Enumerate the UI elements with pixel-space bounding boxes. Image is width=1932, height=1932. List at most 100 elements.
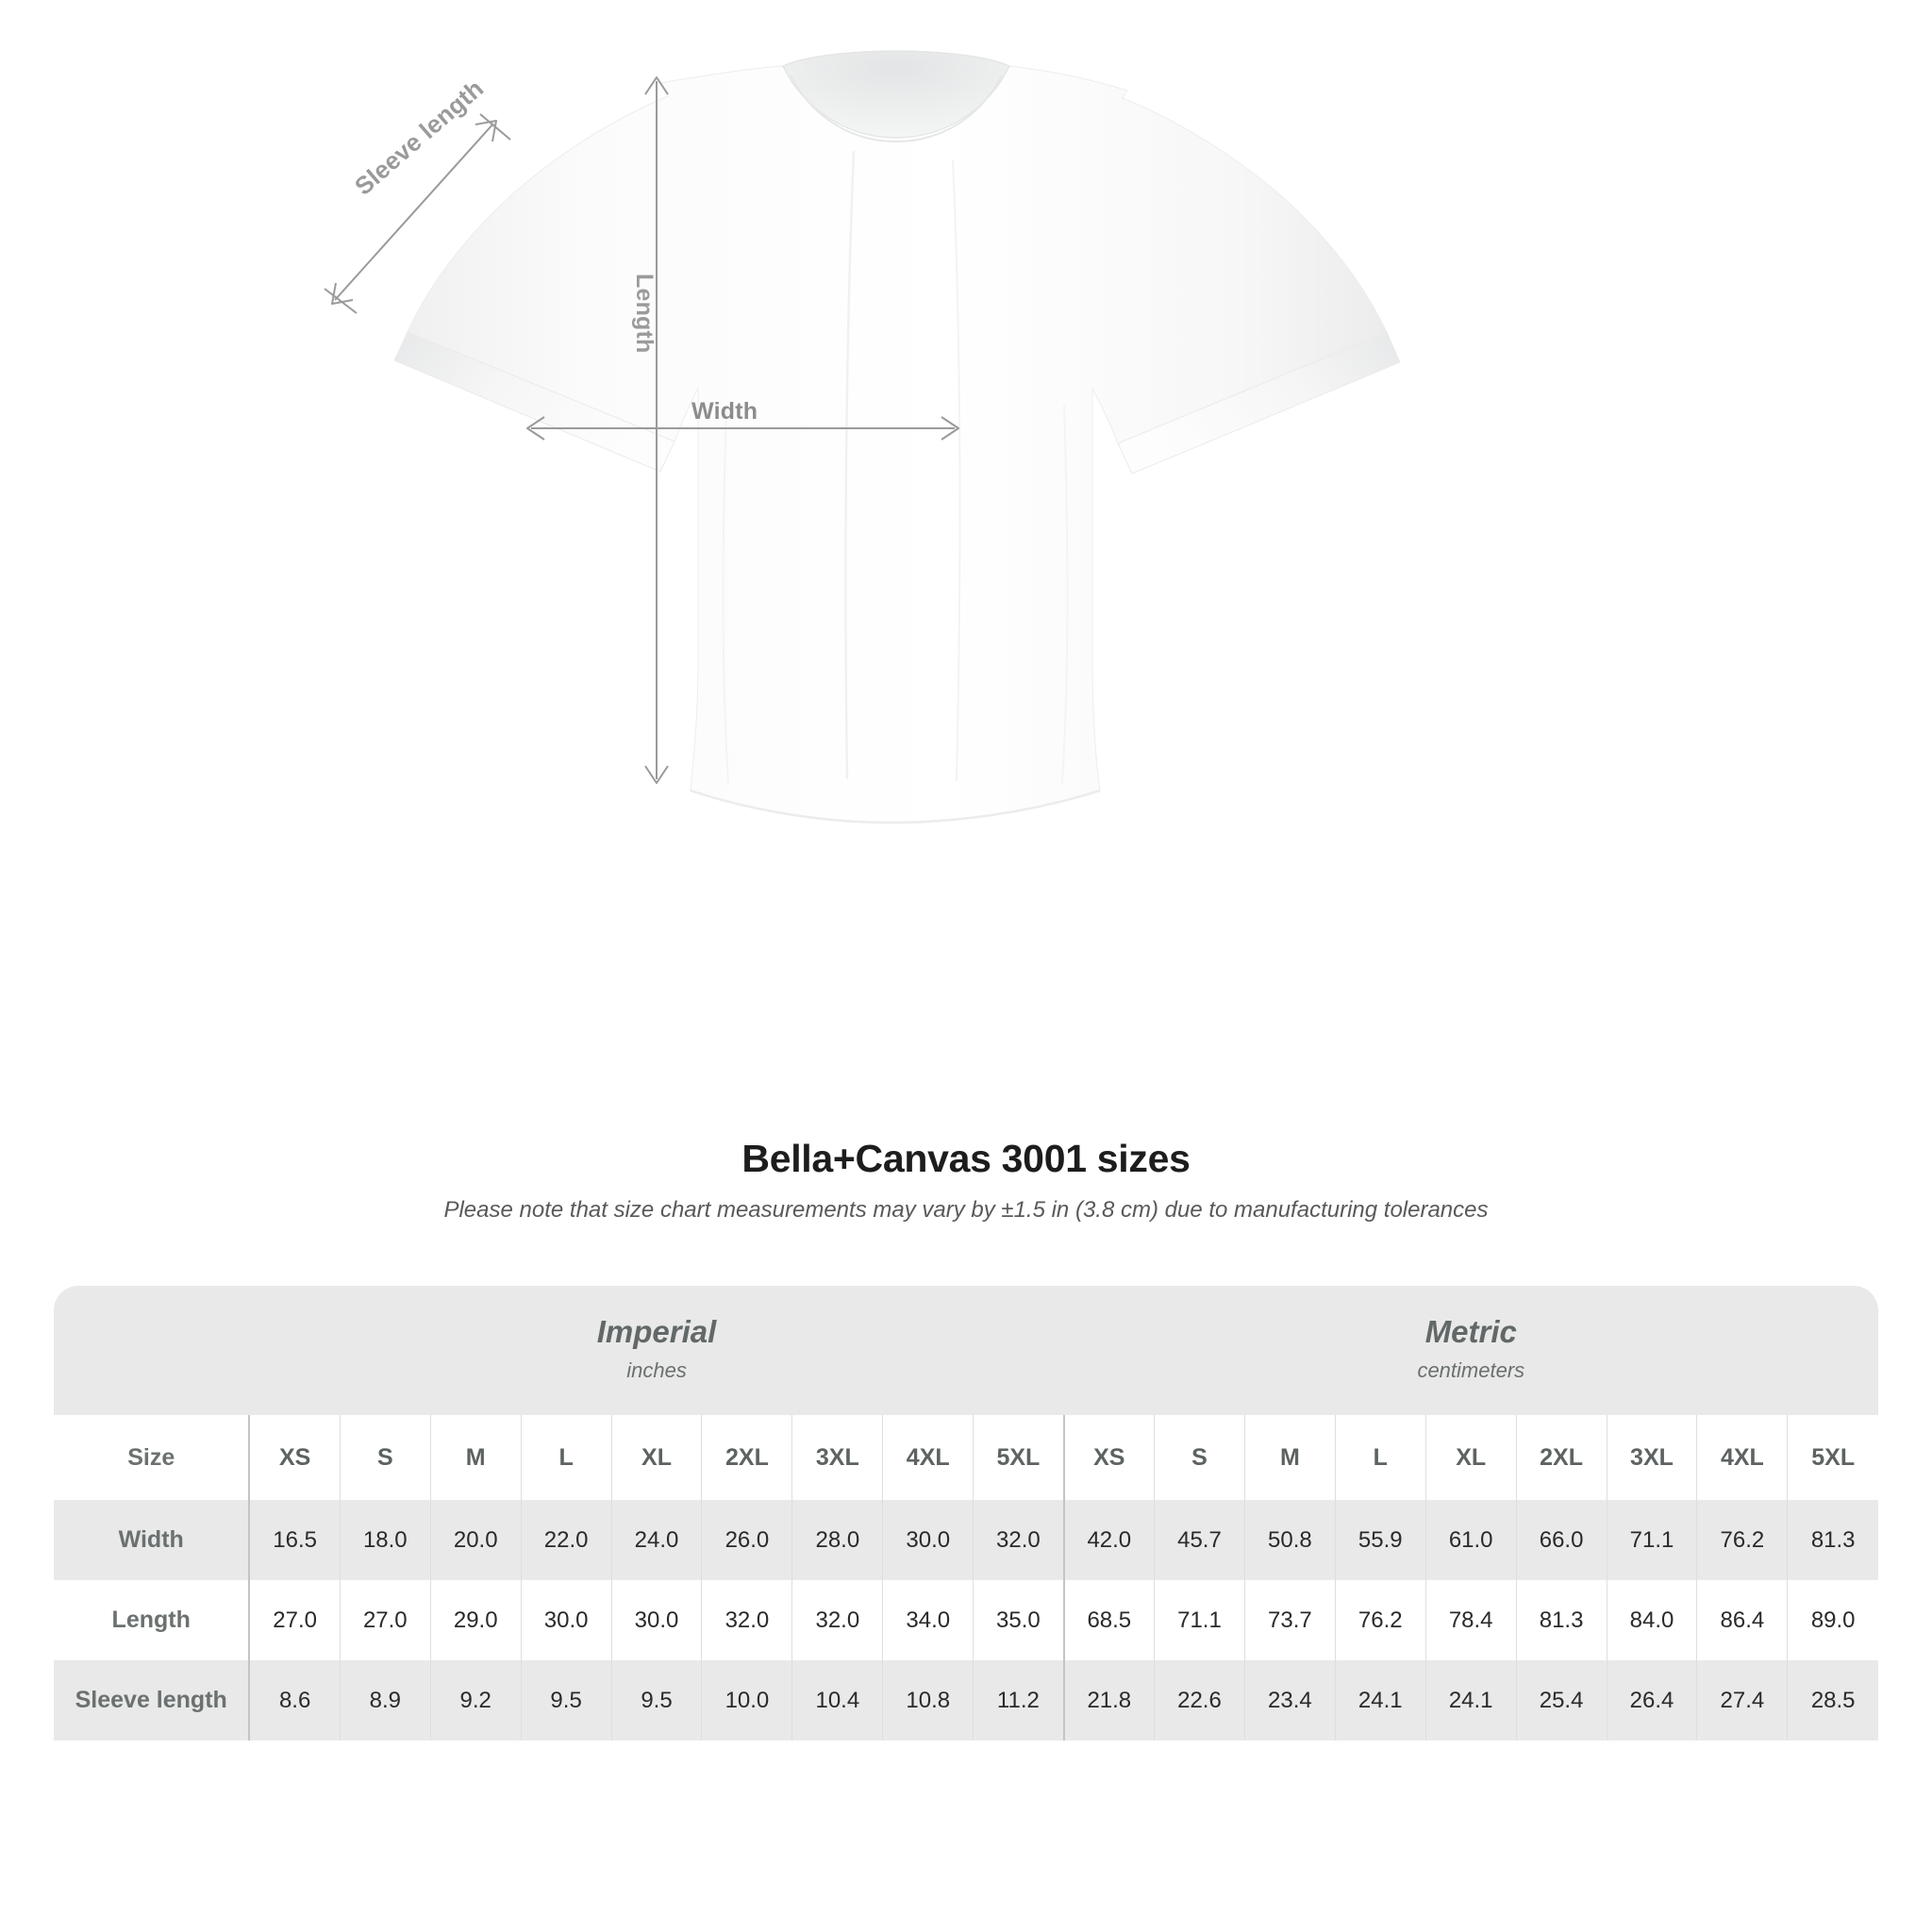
table-row: Width 16.5 18.0 20.0 22.0 24.0 26.0 28.0 30.0 32.… (54, 1500, 1878, 1580)
cell-sleeve-length-imperial-xl: 9.5 (610, 1660, 702, 1740)
cell-length-imperial-xl: 30.0 (610, 1580, 702, 1660)
cell-sleeve-length-imperial-4xl: 10.8 (882, 1660, 974, 1740)
cell-width-metric-s: 45.7 (1154, 1500, 1245, 1580)
cell-length-metric-m: 73.7 (1243, 1580, 1336, 1660)
cell-sleeve-length-imperial-l: 9.5 (520, 1660, 612, 1740)
page-title: Bella+Canvas 3001 sizes (741, 1137, 1191, 1180)
shirt-silhouette (393, 50, 1401, 824)
cell-width-metric-4xl: 76.2 (1696, 1500, 1788, 1580)
cell-width-imperial-2xl: 26.0 (701, 1500, 792, 1580)
cell-length-metric-3xl: 84.0 (1606, 1580, 1697, 1660)
cell-sleeve-length-metric-s: 22.6 (1154, 1660, 1245, 1740)
cell-sleeve-length-metric-5xl: 28.5 (1787, 1660, 1878, 1740)
cell-length-imperial-2xl: 32.0 (701, 1580, 792, 1660)
cell-sleeve-length-metric-2xl: 25.4 (1515, 1660, 1607, 1740)
tshirt-illustration (324, 50, 1401, 824)
tolerance-note: Please note that size chart measurements… (443, 1197, 1489, 1223)
cell-length-imperial-5xl: 35.0 (973, 1580, 1064, 1660)
unit-group-imperial: Imperial inches (249, 1286, 1064, 1415)
unit-group-subtitle: centimeters (1417, 1357, 1525, 1382)
table-row: Length 27.0 27.0 29.0 30.0 30.0 32.0 32.0 34.0 35… (54, 1580, 1878, 1660)
header-size-l-imperial: L (520, 1415, 612, 1500)
header-size-l-metric: L (1334, 1415, 1426, 1500)
tshirt-diagram: Sleeve length Length Width (324, 50, 1401, 824)
cell-sleeve-length-metric-xs: 21.8 (1062, 1660, 1155, 1740)
cell-sleeve-length-metric-m: 23.4 (1243, 1660, 1336, 1740)
sleeve-length-arrow (324, 113, 511, 314)
cell-length-metric-5xl: 89.0 (1787, 1580, 1878, 1660)
row-label-width: Width (54, 1500, 250, 1580)
header-size-xl-metric: XL (1424, 1415, 1517, 1500)
cell-length-imperial-3xl: 32.0 (791, 1580, 883, 1660)
header-size-s-imperial: S (339, 1415, 431, 1500)
unit-banner-spacer (54, 1286, 250, 1415)
cell-length-imperial-l: 30.0 (520, 1580, 612, 1660)
cell-sleeve-length-imperial-3xl: 10.4 (791, 1660, 883, 1740)
width-arrow (526, 416, 959, 441)
header-size-5xl-metric: 5XL (1787, 1415, 1878, 1500)
length-arrow (644, 76, 669, 784)
cell-sleeve-length-imperial-2xl: 10.0 (701, 1660, 792, 1740)
cell-sleeve-length-imperial-m: 9.2 (429, 1660, 522, 1740)
cell-length-metric-2xl: 81.3 (1515, 1580, 1607, 1660)
cell-length-metric-4xl: 86.4 (1696, 1580, 1788, 1660)
cell-width-metric-l: 55.9 (1334, 1500, 1426, 1580)
header-size-xs-metric: XS (1062, 1415, 1155, 1500)
row-label-length: Length (54, 1580, 250, 1660)
header-size-m-imperial: M (429, 1415, 522, 1500)
table-header-row: Size XS S M L XL 2XL 3XL 4XL 5XL XS S M L XL 2XL 3XL 4XL 5… (54, 1415, 1878, 1500)
cell-sleeve-length-imperial-s: 8.9 (339, 1660, 431, 1740)
header-size-2xl-imperial: 2XL (701, 1415, 792, 1500)
header-size-m-metric: M (1243, 1415, 1336, 1500)
header-size-xl-imperial: XL (610, 1415, 702, 1500)
cell-width-metric-3xl: 71.1 (1606, 1500, 1697, 1580)
size-table-wrapper: Imperial inches Metric centimeters Size XS S M L… (54, 1286, 1878, 1740)
cell-length-imperial-s: 27.0 (339, 1580, 431, 1660)
unit-group-name: Metric (1424, 1314, 1517, 1350)
cell-width-metric-m: 50.8 (1243, 1500, 1336, 1580)
cell-sleeve-length-metric-3xl: 26.4 (1606, 1660, 1697, 1740)
cell-sleeve-length-imperial-5xl: 11.2 (973, 1660, 1064, 1740)
header-size-3xl-metric: 3XL (1606, 1415, 1697, 1500)
cell-sleeve-length-metric-xl: 24.1 (1424, 1660, 1517, 1740)
cell-width-imperial-s: 18.0 (339, 1500, 431, 1580)
title-block: Bella+Canvas 3001 sizes Please note that… (0, 1137, 1932, 1224)
cell-length-metric-xl: 78.4 (1424, 1580, 1517, 1660)
cell-length-imperial-m: 29.0 (429, 1580, 522, 1660)
unit-group-name: Imperial (596, 1314, 717, 1350)
header-size-5xl-imperial: 5XL (973, 1415, 1064, 1500)
header-size-4xl-metric: 4XL (1696, 1415, 1788, 1500)
cell-width-imperial-xs: 16.5 (248, 1500, 341, 1580)
row-label-sleeve-length: Sleeve length (54, 1660, 250, 1740)
cell-width-metric-2xl: 66.0 (1515, 1500, 1607, 1580)
cell-width-metric-xs: 42.0 (1062, 1500, 1155, 1580)
width-label: Width (691, 398, 758, 425)
header-size-s-metric: S (1154, 1415, 1245, 1500)
measurement-arrows (324, 76, 959, 784)
header-size-4xl-imperial: 4XL (882, 1415, 974, 1500)
length-label: Length (631, 274, 658, 354)
cell-length-imperial-xs: 27.0 (248, 1580, 341, 1660)
cell-width-imperial-l: 22.0 (520, 1500, 612, 1580)
cell-width-imperial-5xl: 32.0 (973, 1500, 1064, 1580)
cell-sleeve-length-metric-l: 24.1 (1334, 1660, 1426, 1740)
cell-width-imperial-3xl: 28.0 (791, 1500, 883, 1580)
table-row: Sleeve length 8.6 8.9 9.2 9.5 9.5 10.0 10.4 10.8… (54, 1660, 1878, 1740)
cell-length-metric-l: 76.2 (1334, 1580, 1426, 1660)
cell-width-metric-xl: 61.0 (1424, 1500, 1517, 1580)
header-size-2xl-metric: 2XL (1515, 1415, 1607, 1500)
cell-length-metric-xs: 68.5 (1062, 1580, 1155, 1660)
cell-width-metric-5xl: 81.3 (1787, 1500, 1878, 1580)
cell-width-imperial-m: 20.0 (429, 1500, 522, 1580)
unit-group-subtitle: inches (626, 1357, 687, 1382)
cell-length-metric-s: 71.1 (1154, 1580, 1245, 1660)
cell-width-imperial-xl: 24.0 (610, 1500, 702, 1580)
cell-width-imperial-4xl: 30.0 (882, 1500, 974, 1580)
cell-sleeve-length-imperial-xs: 8.6 (248, 1660, 341, 1740)
header-size-label: Size (54, 1415, 250, 1500)
cell-sleeve-length-metric-4xl: 27.4 (1696, 1660, 1788, 1740)
cell-length-imperial-4xl: 34.0 (882, 1580, 974, 1660)
unit-group-metric: Metric centimeters (1063, 1286, 1878, 1415)
unit-banner-row: Imperial inches Metric centimeters (54, 1286, 1878, 1415)
